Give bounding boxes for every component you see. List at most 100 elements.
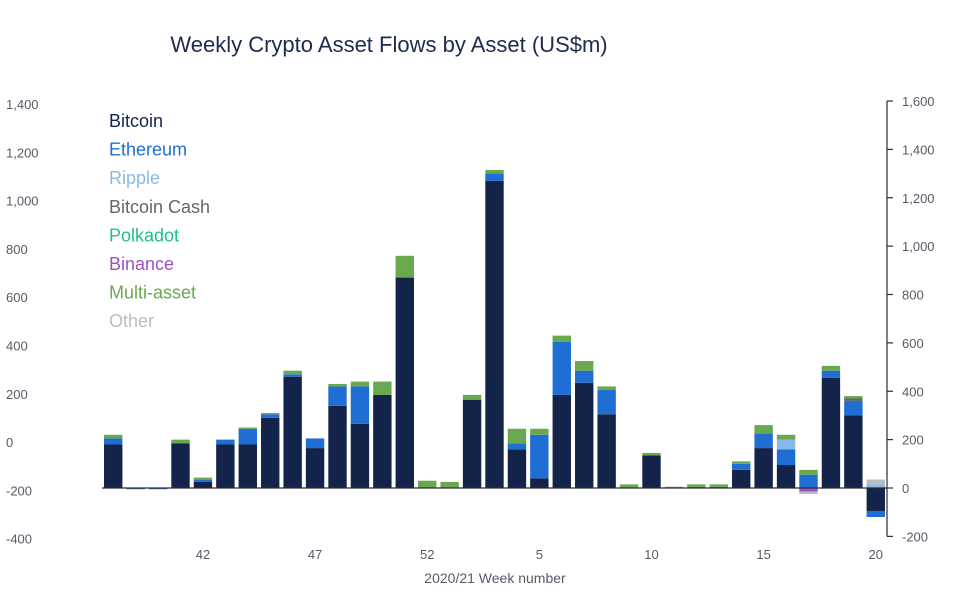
right-tick-label: 1,000 xyxy=(902,239,935,254)
bar-multi-asset-week-10 xyxy=(642,452,661,456)
bar-ethereum-week-48 xyxy=(305,438,325,449)
bar-ethereum-week-8 xyxy=(597,390,616,415)
bar-multi-asset-week-50 xyxy=(350,381,370,387)
right-tick-label: -200 xyxy=(902,529,928,544)
legend-item-polkadot: Polkadot xyxy=(109,225,179,245)
bar-bitcoin-week-19 xyxy=(844,415,863,488)
bar-bitcoin-week-14 xyxy=(732,469,751,488)
bar-multi-asset-week-8 xyxy=(597,386,616,391)
bar-other-week-17 xyxy=(799,491,818,495)
x-tick-label: 5 xyxy=(536,547,543,562)
bar-multi-asset-week-5 xyxy=(530,428,549,435)
bar-multi-asset-week-18 xyxy=(821,365,841,371)
x-tick-label: 10 xyxy=(644,547,658,562)
bar-multi-asset-week-39 xyxy=(104,434,123,439)
bar-bitcoin-week-51 xyxy=(373,394,392,488)
bar-multi-asset-week-13 xyxy=(709,484,728,487)
bar-bitcoin-week-15 xyxy=(754,448,773,488)
right-tick-label: 1,400 xyxy=(902,142,935,157)
bar-ethereum-week-3 xyxy=(485,173,504,181)
bar-multi-asset-week-9 xyxy=(619,484,639,488)
right-tick-label: 0 xyxy=(902,481,909,496)
bar-bitcoin-week-42 xyxy=(171,443,190,488)
x-tick-label: 47 xyxy=(308,547,322,562)
right-axis: 1,600 1,400 1,200 1,000 800 600 400 200 0 -200 xyxy=(886,94,935,544)
bar-ethereum-week-50 xyxy=(350,386,370,424)
left-axis-ticks: 1,400 1,200 1,000 800 600 400 200 0 -200 -400 xyxy=(6,97,39,547)
right-tick-label: 1,200 xyxy=(902,191,935,206)
bar-bitcoin-week-8 xyxy=(597,414,616,488)
left-tick-label: 800 xyxy=(6,242,28,257)
bar-binance-week-17 xyxy=(799,488,818,492)
bar-bitcoin-week-18 xyxy=(821,377,841,488)
bar-ethereum-week-14 xyxy=(732,463,751,470)
bar-multi-asset-week-45 xyxy=(238,427,257,429)
bar-multi-asset-week-16 xyxy=(776,434,796,440)
bar-multi-asset-week-42 xyxy=(171,439,190,444)
right-tick-label: 400 xyxy=(902,384,924,399)
left-tick-label: 0 xyxy=(6,435,13,450)
bar-ethereum-week-15 xyxy=(754,433,773,449)
bar-multi-asset-week-47 xyxy=(283,370,302,375)
bar-bitcoin-week-3 xyxy=(485,180,504,488)
legend-item-binance: Binance xyxy=(109,254,174,274)
right-tick-label: 800 xyxy=(902,288,924,303)
bar-ripple-week-16 xyxy=(776,439,796,450)
left-tick-label: 400 xyxy=(6,339,28,354)
bar-bitcoin-cash-week-19 xyxy=(844,398,863,401)
bar-bitcoin-week-20 xyxy=(866,488,885,511)
bar-other-week-20 xyxy=(866,479,885,485)
bar-ethereum-week-47 xyxy=(283,374,302,377)
bar-bitcoin-week-2 xyxy=(462,399,482,488)
bar-ethereum-week-16 xyxy=(776,449,796,466)
bar-bitcoin-week-5 xyxy=(530,478,549,488)
x-tick-label: 15 xyxy=(756,547,770,562)
bar-bitcoin-week-46 xyxy=(261,417,280,488)
legend-item-multi-asset: Multi-asset xyxy=(109,283,196,303)
bar-ethereum-week-4 xyxy=(507,443,527,450)
bar-multi-asset-week-4 xyxy=(507,428,527,444)
x-axis-ticks: 42 47 52 5 10 15 20 xyxy=(196,547,883,562)
bar-ethereum-week-46 xyxy=(261,414,280,418)
legend-item-bitcoin: Bitcoin xyxy=(109,111,163,131)
left-tick-label: 200 xyxy=(6,387,28,402)
bar-bitcoin-week-47 xyxy=(283,376,302,488)
bar-multi-asset-week-3 xyxy=(485,169,504,174)
right-tick-label: 1,600 xyxy=(902,94,935,109)
bar-bitcoin-week-48 xyxy=(305,448,325,488)
bar-ripple-week-20 xyxy=(866,484,885,488)
bar-ethereum-week-41 xyxy=(148,488,168,490)
bar-bitcoin-week-7 xyxy=(575,382,594,488)
bar-bitcoin-week-6 xyxy=(552,394,571,488)
bar-bitcoin-week-45 xyxy=(238,444,257,488)
bar-bitcoin-week-50 xyxy=(350,423,370,488)
bar-ethereum-week-44 xyxy=(216,439,235,445)
bar-multi-asset-week-6 xyxy=(552,335,571,342)
bar-multi-asset-week-46 xyxy=(261,413,280,415)
bar-multi-asset-week-51 xyxy=(373,381,392,395)
legend-item-bitcoin-cash: Bitcoin Cash xyxy=(109,197,210,217)
bar-ethereum-week-49 xyxy=(328,386,347,406)
bar-multi-asset-week-52 xyxy=(395,255,414,278)
legend-item-ethereum: Ethereum xyxy=(109,140,187,160)
left-tick-label: 1,200 xyxy=(6,145,39,160)
bars xyxy=(104,169,885,518)
right-tick-label: 600 xyxy=(902,336,924,351)
left-tick-label: 600 xyxy=(6,290,28,305)
bar-ethereum-week-6 xyxy=(552,341,571,395)
legend: Bitcoin Ethereum Ripple Bitcoin Cash Polkado… xyxy=(109,111,210,331)
left-tick-label: 1,400 xyxy=(6,97,39,112)
bar-ethereum-week-19 xyxy=(844,400,863,416)
x-tick-label: 42 xyxy=(196,547,210,562)
bar-multi-asset-week-17 xyxy=(799,469,818,475)
x-tick-label: 20 xyxy=(869,547,883,562)
bar-bitcoin-week-16 xyxy=(776,465,796,488)
bar-ethereum-week-40 xyxy=(126,488,145,490)
bar-bitcoin-week-49 xyxy=(328,405,347,488)
bar-multi-asset-week-1 xyxy=(440,481,459,488)
bar-ethereum-week-5 xyxy=(530,434,549,479)
left-tick-label: 1,000 xyxy=(6,194,39,209)
x-axis-label: 2020/21 Week number xyxy=(424,570,566,586)
legend-item-ripple: Ripple xyxy=(109,168,160,188)
